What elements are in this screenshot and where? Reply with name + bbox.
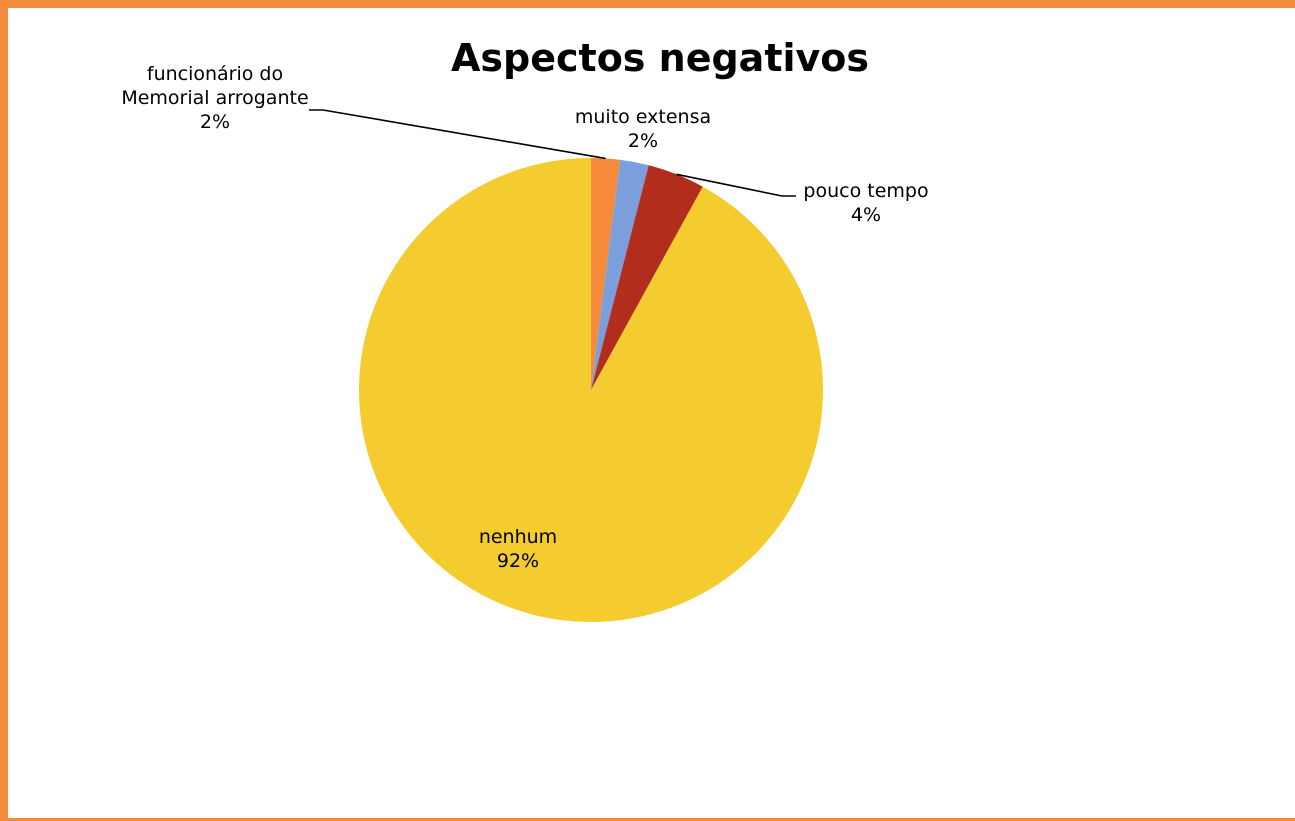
leader-line-1 — [309, 109, 606, 160]
data-label-1: funcionário do Memorial arrogante 2% — [121, 63, 308, 133]
pie-slice-3 — [591, 165, 703, 390]
chart-title: Aspectos negativos — [451, 36, 869, 80]
data-label-2: muito extensa 2% — [575, 106, 711, 152]
pie-slice-2 — [591, 159, 649, 390]
pie-slice-4 — [358, 158, 823, 623]
pie-slice-1 — [591, 158, 621, 390]
leader-line-3 — [676, 173, 796, 197]
leader-lines — [309, 109, 796, 197]
data-labels: funcionário do Memorial arrogante 2% muito … — [121, 63, 928, 572]
pie-slices — [358, 158, 823, 623]
data-label-3: pouco tempo 4% — [803, 180, 928, 226]
data-label-4: nenhum 92% — [479, 526, 557, 572]
